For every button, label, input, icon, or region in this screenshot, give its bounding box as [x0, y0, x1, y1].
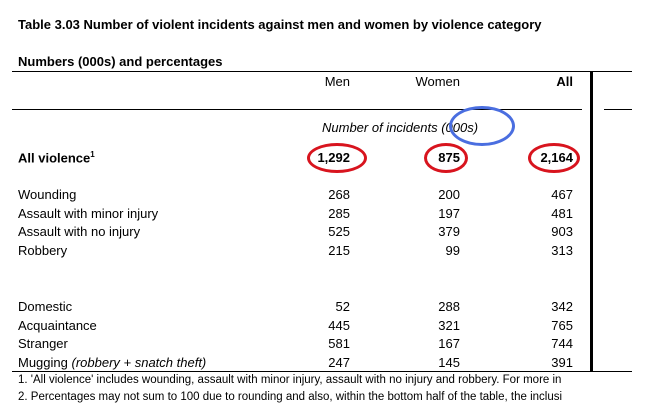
row-value-men: 247 — [328, 355, 350, 371]
top-rule — [12, 71, 632, 72]
row-value-women: 145 — [438, 355, 460, 371]
row-label: Stranger — [18, 336, 68, 352]
row-value-all: 467 — [551, 187, 573, 202]
row-value-women: 379 — [438, 224, 460, 240]
row-value-women: 321 — [438, 317, 460, 333]
footnote-1: 1. 'All violence' includes wounding, ass… — [18, 374, 562, 386]
row-value-all: 744 — [551, 336, 573, 352]
row-value-all: 765 — [551, 317, 573, 333]
row-label: Domestic — [18, 299, 73, 314]
header-rule-right — [604, 109, 632, 110]
row-value-men: 581 — [328, 336, 350, 352]
row-value-all: 342 — [551, 299, 573, 314]
col-header-women: Women — [415, 74, 460, 89]
blue-circle-annotation — [449, 106, 515, 146]
row-label: Acquaintance — [18, 317, 97, 333]
row-label: Wounding — [18, 187, 77, 202]
row-value-all: 391 — [551, 355, 573, 371]
row-label: Robbery — [18, 243, 68, 259]
row-value-men: 268 — [328, 187, 350, 202]
col-header-all: All — [556, 74, 573, 89]
row-value-men: 215 — [328, 243, 350, 259]
footnote-2: 2. Percentages may not sum to 100 due to… — [18, 391, 563, 403]
col-header-men: Men — [324, 74, 350, 89]
row-value-men: 445 — [328, 317, 350, 333]
all-violence-label: All violence1 — [18, 150, 95, 166]
row-label: Assault with minor injury — [18, 205, 159, 221]
section-label: Number of incidents (000s) — [322, 120, 479, 135]
bottom-rule — [12, 371, 632, 372]
row-value-all: 313 — [551, 243, 573, 259]
table-title: Table 3.03 Number of violent incidents a… — [18, 17, 542, 32]
row-value-women: 288 — [438, 299, 460, 314]
row-value-women: 167 — [438, 336, 460, 352]
row-value-all: 481 — [551, 205, 573, 221]
red-circle-annotation — [424, 143, 468, 173]
row-value-women: 200 — [438, 187, 460, 202]
table-subtitle: Numbers (000s) and percentages — [18, 54, 223, 69]
red-circle-annotation — [528, 143, 580, 173]
row-value-men: 52 — [335, 299, 350, 314]
row-value-all: 903 — [551, 224, 573, 240]
row-value-men: 525 — [328, 224, 350, 240]
column-divider — [590, 71, 593, 371]
row-value-women: 99 — [445, 243, 460, 259]
row-value-women: 197 — [438, 205, 460, 221]
red-circle-annotation — [307, 143, 367, 173]
header-rule — [12, 109, 582, 110]
row-value-men: 285 — [328, 205, 350, 221]
row-label: Assault with no injury — [18, 224, 141, 240]
row-label: Mugging (robbery + snatch theft) — [18, 355, 207, 371]
